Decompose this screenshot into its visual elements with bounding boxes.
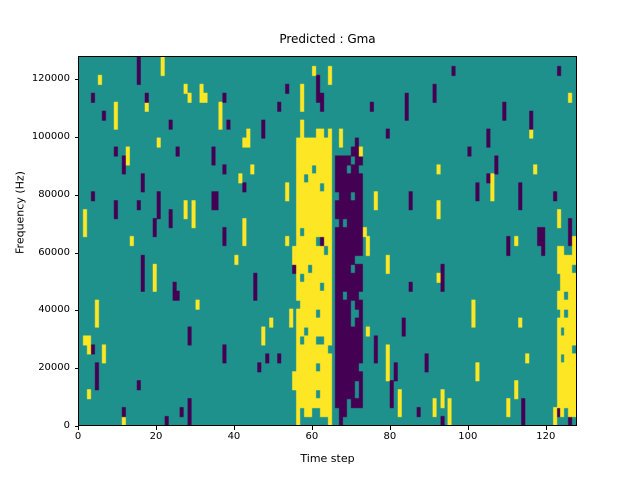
x-tick-label: 100 [458, 431, 478, 442]
y-tick-mark [74, 136, 78, 138]
y-tick-label: 120000 [31, 73, 70, 85]
x-tick-label: 0 [74, 431, 82, 442]
chart-title: Predicted : Gma [279, 32, 376, 46]
y-tick-label: 40000 [38, 304, 70, 316]
y-tick-labels: 0 20000 40000 60000 80000 100000 120000 [0, 56, 70, 431]
x-tick-mark [467, 426, 469, 430]
y-tick-marks [74, 56, 79, 427]
y-tick-mark [74, 426, 78, 427]
heatmap-canvas[interactable] [79, 57, 576, 425]
x-tick-mark [545, 426, 547, 430]
x-tick-label: 80 [383, 431, 397, 442]
x-tick-mark [311, 426, 313, 430]
x-tick-mark [78, 426, 79, 430]
x-tick-mark [155, 426, 157, 430]
x-tick-mark [389, 426, 391, 430]
y-axis-label: Frequency (Hz) [13, 171, 27, 254]
x-tick-marks [78, 426, 577, 430]
x-tick-label: 20 [149, 431, 163, 442]
x-axis-label: Time step [300, 452, 355, 465]
y-tick-mark [74, 310, 78, 312]
y-tick-label: 0 [63, 420, 70, 431]
x-tick-label: 120 [536, 431, 556, 442]
x-tick-label: 40 [227, 431, 241, 442]
y-tick-label: 100000 [31, 130, 70, 142]
y-tick-mark [74, 79, 78, 81]
y-tick-label: 80000 [38, 188, 70, 200]
x-tick-labels: 0 20 40 60 80 100 120 [74, 426, 577, 446]
heatmap-axes[interactable] [78, 56, 577, 426]
x-tick-mark [233, 426, 235, 430]
x-tick-label: 60 [305, 431, 319, 442]
y-tick-mark [74, 252, 78, 254]
y-tick-mark [74, 194, 78, 196]
y-tick-label: 60000 [38, 246, 70, 258]
y-tick-label: 20000 [38, 362, 70, 374]
y-tick-mark [74, 368, 78, 370]
